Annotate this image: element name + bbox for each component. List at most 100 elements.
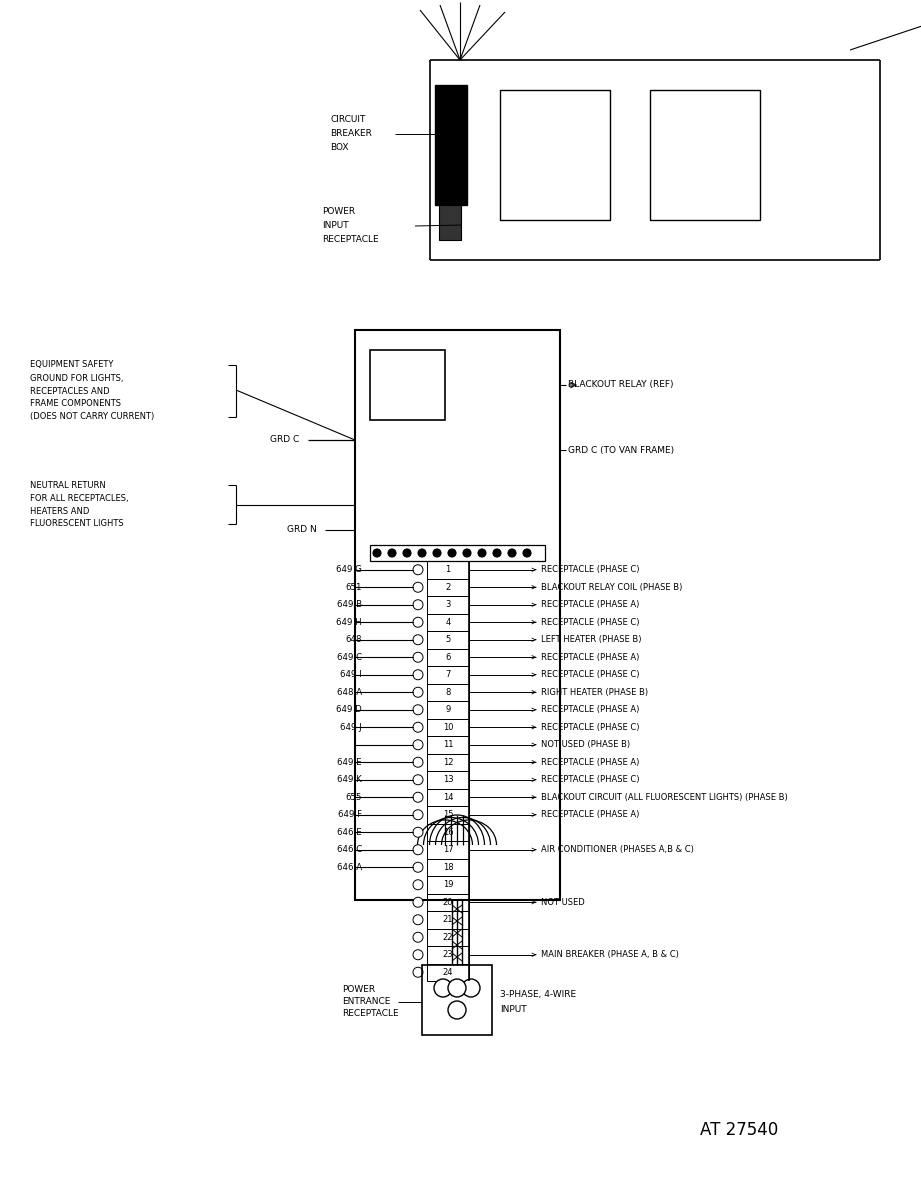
Circle shape (413, 915, 423, 924)
Text: 646 E: 646 E (337, 828, 362, 836)
Bar (355, 330, 560, 901)
Text: 2: 2 (446, 583, 450, 592)
Text: NOT USED (PHASE B): NOT USED (PHASE B) (541, 740, 630, 750)
Text: NEUTRAL RETURN: NEUTRAL RETURN (30, 480, 106, 489)
Text: MAIN BREAKER (PHASE A, B & C): MAIN BREAKER (PHASE A, B & C) (541, 950, 679, 959)
Text: EQUIPMENT SAFETY: EQUIPMENT SAFETY (30, 360, 113, 369)
Text: 13: 13 (443, 776, 453, 784)
Bar (427, 561, 469, 579)
Text: GRD C (TO VAN FRAME): GRD C (TO VAN FRAME) (568, 446, 674, 455)
Circle shape (448, 549, 456, 557)
Circle shape (413, 740, 423, 750)
Text: POWER: POWER (322, 208, 356, 216)
Text: RECEPTACLE (PHASE C): RECEPTACLE (PHASE C) (541, 722, 639, 732)
Text: 15: 15 (443, 810, 453, 820)
Circle shape (413, 880, 423, 890)
Text: LEFT HEATER (PHASE B): LEFT HEATER (PHASE B) (541, 636, 642, 644)
Circle shape (413, 933, 423, 942)
Bar (427, 859, 469, 876)
Bar (500, 90, 610, 220)
Text: BLACKOUT RELAY (REF): BLACKOUT RELAY (REF) (568, 380, 673, 390)
Text: GRD N: GRD N (287, 525, 317, 535)
Circle shape (493, 549, 501, 557)
Text: 9: 9 (446, 706, 450, 714)
Circle shape (413, 792, 423, 802)
Circle shape (413, 582, 423, 593)
Text: INPUT: INPUT (322, 221, 349, 230)
Text: 649 E: 649 E (337, 758, 362, 766)
Bar (427, 823, 469, 841)
Text: 649 C: 649 C (337, 652, 362, 662)
Text: 648 A: 648 A (337, 688, 362, 696)
Circle shape (413, 722, 423, 732)
Circle shape (448, 1001, 466, 1019)
Bar (439, 206, 461, 240)
Circle shape (508, 549, 516, 557)
Circle shape (463, 549, 471, 557)
Text: 7: 7 (446, 670, 450, 680)
Text: 649 J: 649 J (341, 722, 362, 732)
Circle shape (413, 949, 423, 960)
Text: RECEPTACLE: RECEPTACLE (342, 1010, 399, 1018)
Bar (427, 789, 469, 805)
Bar (427, 893, 469, 911)
Text: 21: 21 (443, 915, 453, 924)
Circle shape (413, 897, 423, 908)
Circle shape (413, 862, 423, 872)
Text: 3: 3 (446, 600, 450, 609)
Text: 649 H: 649 H (336, 618, 362, 627)
Text: BREAKER: BREAKER (330, 129, 372, 139)
Circle shape (413, 827, 423, 838)
Text: HEATERS AND: HEATERS AND (30, 506, 89, 516)
Text: INPUT: INPUT (500, 1005, 527, 1013)
Text: 12: 12 (443, 758, 453, 766)
Text: FOR ALL RECEPTACLES,: FOR ALL RECEPTACLES, (30, 493, 129, 503)
Text: GRD C: GRD C (270, 436, 299, 444)
Text: 6: 6 (446, 652, 450, 662)
Circle shape (413, 845, 423, 854)
Text: 649 F: 649 F (338, 810, 362, 820)
Circle shape (462, 979, 480, 997)
Circle shape (523, 549, 531, 557)
Text: 646 C: 646 C (337, 845, 362, 854)
Bar (427, 963, 469, 981)
Circle shape (434, 979, 452, 997)
Text: 10: 10 (443, 722, 453, 732)
Circle shape (413, 652, 423, 662)
Text: RECEPTACLE (PHASE C): RECEPTACLE (PHASE C) (541, 565, 639, 574)
Text: 23: 23 (443, 950, 453, 959)
Text: 18: 18 (443, 862, 453, 872)
Circle shape (413, 634, 423, 645)
Bar (427, 805, 469, 823)
Circle shape (433, 549, 441, 557)
Bar (427, 631, 469, 649)
Text: BLACKOUT CIRCUIT (ALL FLUORESCENT LIGHTS) (PHASE B): BLACKOUT CIRCUIT (ALL FLUORESCENT LIGHTS… (541, 792, 787, 802)
Text: 649 G: 649 G (336, 565, 362, 574)
Circle shape (413, 618, 423, 627)
Circle shape (413, 600, 423, 609)
Bar (427, 579, 469, 596)
Text: 3-PHASE, 4-WIRE: 3-PHASE, 4-WIRE (500, 991, 577, 999)
Text: RIGHT HEATER (PHASE B): RIGHT HEATER (PHASE B) (541, 688, 648, 696)
Text: (DOES NOT CARRY CURRENT): (DOES NOT CARRY CURRENT) (30, 412, 154, 422)
Text: RECEPTACLE (PHASE C): RECEPTACLE (PHASE C) (541, 776, 639, 784)
Bar (427, 929, 469, 946)
Text: GROUND FOR LIGHTS,: GROUND FOR LIGHTS, (30, 373, 123, 383)
Bar (435, 86, 467, 206)
Text: 11: 11 (443, 740, 453, 750)
Text: AT 27540: AT 27540 (700, 1121, 778, 1139)
Circle shape (448, 979, 466, 997)
Text: 655: 655 (345, 792, 362, 802)
Text: 5: 5 (446, 636, 450, 644)
Bar (427, 876, 469, 893)
Text: 649 D: 649 D (336, 706, 362, 714)
Text: 19: 19 (443, 880, 453, 890)
Text: RECEPTACLE (PHASE A): RECEPTACLE (PHASE A) (541, 706, 639, 714)
Bar (370, 545, 545, 561)
Circle shape (413, 670, 423, 680)
Text: FRAME COMPONENTS: FRAME COMPONENTS (30, 399, 121, 409)
Text: 648: 648 (345, 636, 362, 644)
Text: 14: 14 (443, 792, 453, 802)
Circle shape (413, 967, 423, 978)
Text: POWER: POWER (342, 986, 375, 994)
